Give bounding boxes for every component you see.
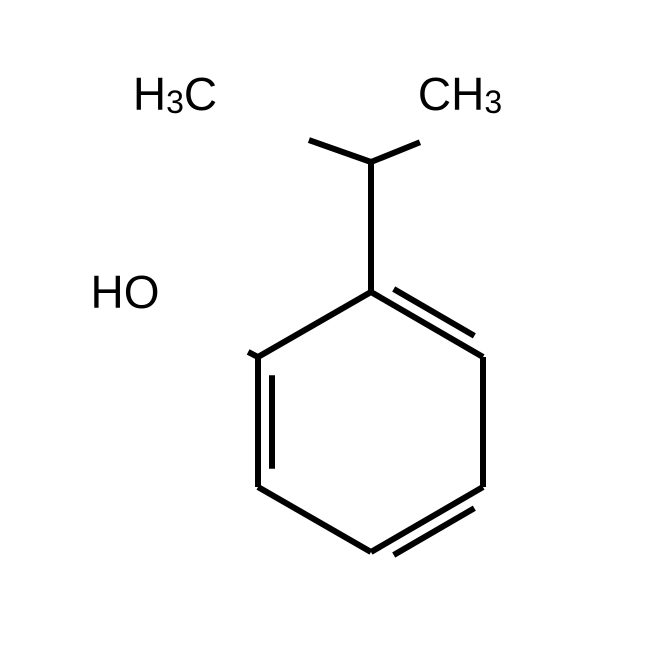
atom-label-h3c1: H3C — [133, 68, 217, 120]
molecule-structure: HO H3C CH3 — [0, 0, 650, 650]
atom-label-ch3: CH3 — [418, 68, 502, 120]
atom-label-ho: HO — [91, 266, 160, 318]
